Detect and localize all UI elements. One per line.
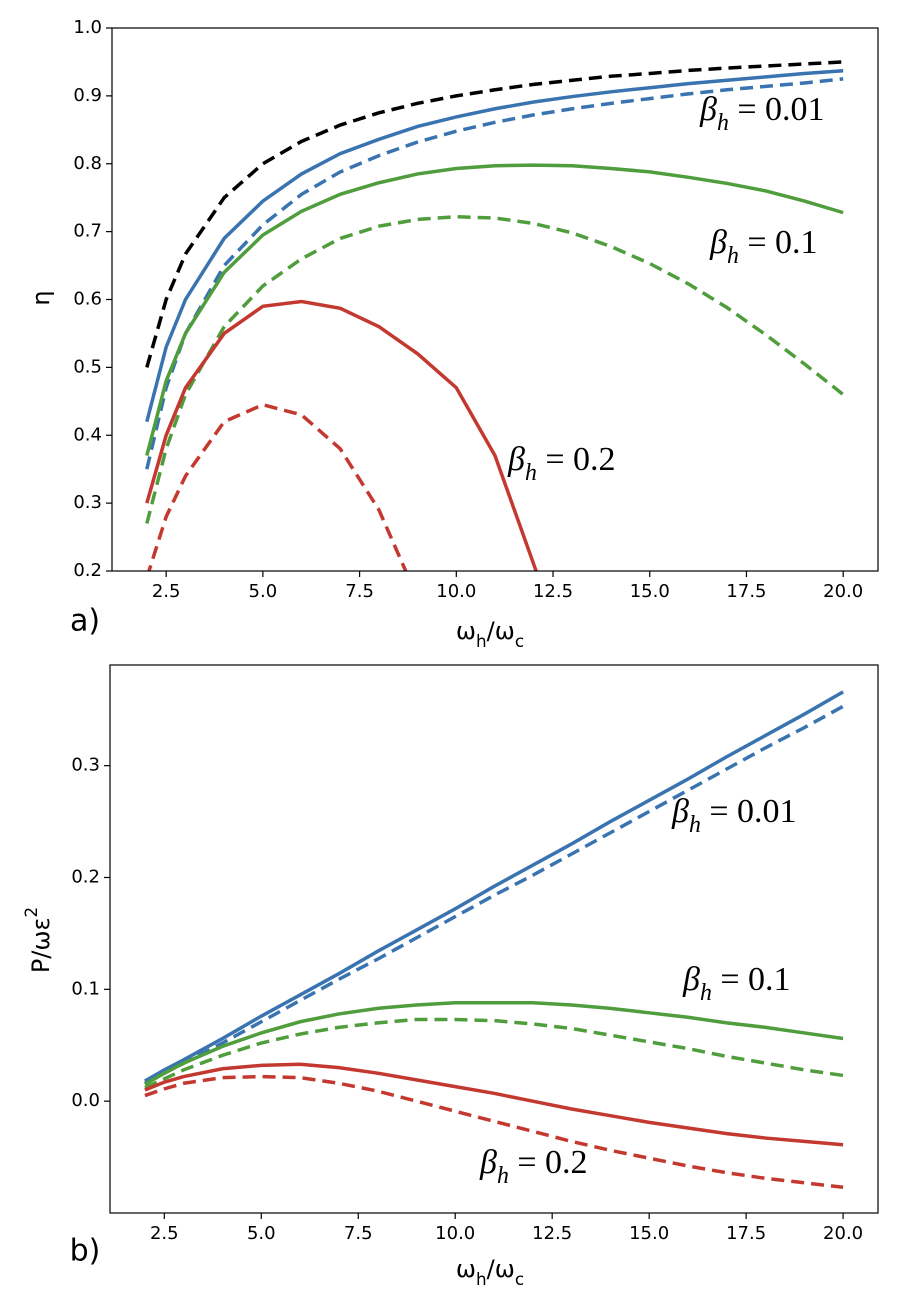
annotation: βh = 0.2 (507, 441, 616, 487)
axes-frame (109, 664, 879, 1214)
y-tick-label: 0.3 (73, 492, 102, 513)
y-tick-label: 1.0 (73, 17, 102, 38)
annotation-symbol: β (699, 91, 717, 128)
y-tick-label: 0.3 (71, 755, 100, 776)
x-tick-label: 15.0 (629, 1223, 669, 1244)
x-axis-label: ωh/ωc (456, 617, 524, 651)
data-line (145, 214, 845, 524)
label-part: ω (456, 617, 476, 645)
y-tick-label: 0.0 (71, 1090, 100, 1111)
x-tick-label: 10.0 (436, 581, 476, 602)
annotation-sub: h (700, 980, 712, 1006)
data-line (145, 299, 538, 571)
panel-label: a) (70, 604, 100, 639)
annotation-text: = 0.01 (701, 793, 797, 830)
annotation-sub: h (525, 460, 537, 486)
x-tick-label: 12.5 (532, 1223, 572, 1244)
annotation-sub: h (497, 1163, 509, 1189)
x-tick-label: 15.0 (630, 581, 670, 602)
label-part: h (476, 631, 487, 651)
annotation-text: = 0.2 (509, 1144, 588, 1181)
annotation-symbol: β (682, 961, 700, 998)
data-line (144, 1062, 844, 1147)
x-axis-label: ωh/ωc (456, 1255, 524, 1289)
annotation-text: = 0.1 (739, 224, 818, 261)
x-tick-label: 17.5 (726, 1223, 766, 1244)
data-line (145, 77, 844, 470)
label-part: h (476, 1269, 487, 1289)
y-tick-label: 0.4 (73, 424, 102, 445)
annotation-sub: h (689, 812, 701, 838)
y-tick-label: 0.9 (73, 85, 102, 106)
label-part: 2 (21, 907, 41, 918)
x-tick-label: 17.5 (726, 581, 766, 602)
x-tick-label: 7.5 (344, 1223, 373, 1244)
x-tick-label: 2.5 (150, 1223, 179, 1244)
annotation-sub: h (727, 243, 739, 269)
annotation: βh = 0.1 (682, 961, 791, 1007)
y-tick-label: 0.2 (71, 866, 100, 887)
x-tick-label: 7.5 (345, 581, 374, 602)
data-line (144, 1074, 844, 1190)
x-tick-label: 5.0 (249, 581, 278, 602)
panel-label: b) (70, 1234, 101, 1269)
data-line (147, 402, 408, 571)
x-tick-label: 2.5 (152, 581, 181, 602)
x-tick-label: 20.0 (823, 581, 863, 602)
y-tick-label: 0.2 (73, 560, 102, 581)
x-tick-label: 10.0 (435, 1223, 475, 1244)
x-tick-label: 12.5 (533, 581, 573, 602)
annotation: βh = 0.1 (709, 224, 818, 270)
y-tick-label: 0.8 (73, 153, 102, 174)
annotation: βh = 0.01 (671, 793, 797, 839)
y-tick-label: 0.6 (73, 289, 102, 310)
label-part: /ω (487, 617, 515, 645)
y-tick-label: 0.1 (71, 978, 100, 999)
label-part: ω (456, 1255, 476, 1283)
label-part: η (27, 290, 55, 305)
y-tick-label: 0.5 (73, 356, 102, 377)
label-part: P/ωε (27, 918, 55, 974)
annotation-text: = 0.1 (712, 961, 791, 998)
data-line (144, 690, 844, 1083)
annotation-sub: h (717, 110, 729, 136)
annotation-symbol: β (709, 224, 727, 261)
label-part: c (515, 631, 524, 651)
annotation: βh = 0.2 (479, 1144, 588, 1190)
y-axis-label: η (27, 290, 55, 305)
annotation-symbol: β (507, 441, 525, 478)
x-tick-label: 20.0 (823, 1223, 863, 1244)
data-line (145, 60, 844, 368)
y-tick-label: 0.7 (73, 221, 102, 242)
y-axis-label: P/ωε2 (21, 907, 55, 973)
annotation-text: = 0.2 (537, 441, 616, 478)
annotation: βh = 0.01 (699, 91, 825, 137)
label-part: c (515, 1269, 524, 1289)
annotation-symbol: β (671, 793, 689, 830)
x-tick-label: 5.0 (247, 1223, 276, 1244)
data-line (144, 1017, 844, 1090)
data-line (144, 1001, 844, 1086)
data-line (144, 704, 844, 1085)
annotation-symbol: β (479, 1144, 497, 1181)
data-line (145, 163, 844, 457)
data-line (145, 69, 844, 423)
label-part: /ω (487, 1255, 515, 1283)
annotation-text: = 0.01 (729, 91, 825, 128)
